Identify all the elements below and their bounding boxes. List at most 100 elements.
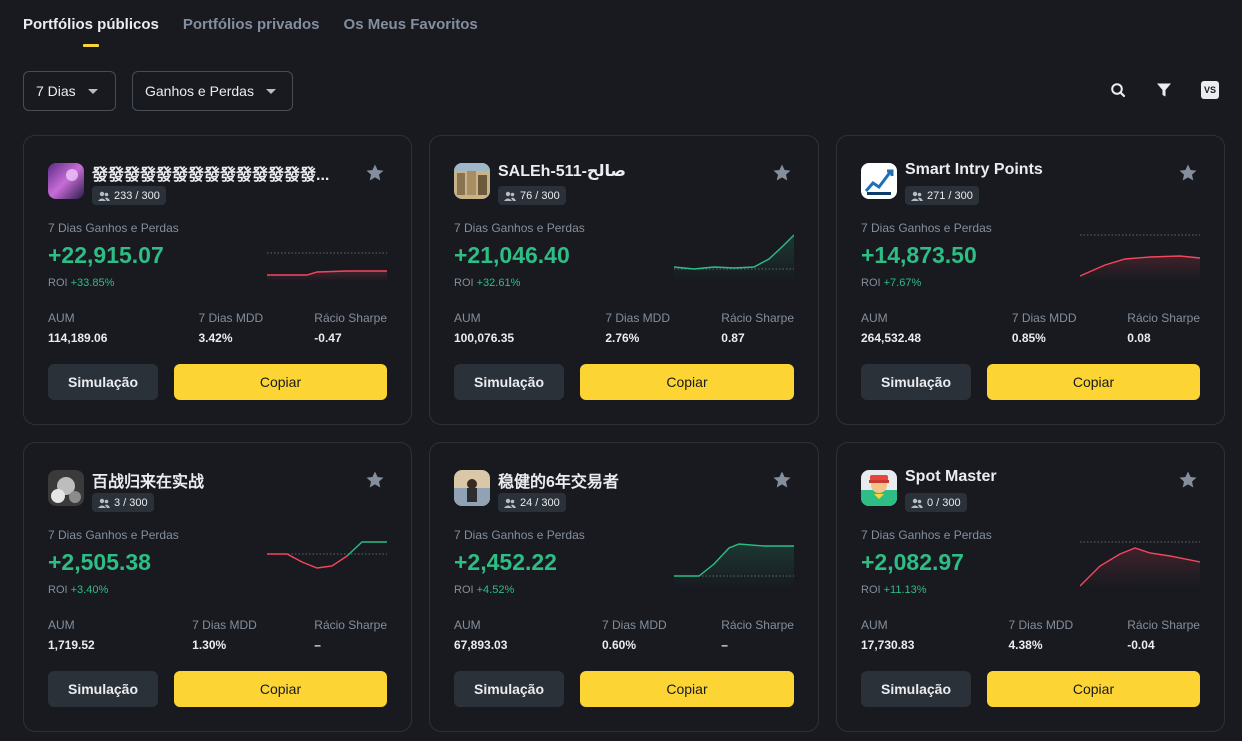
- trader-avatar[interactable]: [861, 470, 897, 506]
- portfolio-name[interactable]: 百战归来在实战: [92, 474, 205, 491]
- members-count: 271 / 300: [927, 189, 973, 202]
- aum-stat: AUM 114,189.06: [48, 311, 107, 345]
- sharpe-label: Rácio Sharpe: [314, 311, 387, 325]
- sharpe-value: –: [721, 638, 728, 652]
- favorite-star-icon[interactable]: [365, 163, 385, 183]
- favorite-star-icon[interactable]: [365, 470, 385, 490]
- sharpe-label: Rácio Sharpe: [1127, 618, 1200, 632]
- roi-row: ROI +32.61%: [454, 277, 520, 289]
- trader-avatar[interactable]: [454, 163, 490, 199]
- portfolio-name[interactable]: 稳健的6年交易者: [498, 474, 619, 491]
- favorite-star-icon[interactable]: [772, 163, 792, 183]
- aum-value: 100,076.35: [454, 331, 515, 345]
- period-dropdown[interactable]: 7 Dias: [23, 71, 116, 111]
- members-badge: 24 / 300: [498, 493, 566, 512]
- tab-favorites[interactable]: Os Meus Favoritos: [343, 16, 478, 33]
- mdd-label: 7 Dias MDD: [1008, 618, 1074, 632]
- roi-row: ROI +4.52%: [454, 584, 514, 596]
- mdd-value: 2.76%: [605, 331, 640, 345]
- tab-public-portfolios[interactable]: Portfólios públicos: [23, 16, 159, 47]
- trader-avatar[interactable]: [48, 163, 84, 199]
- users-icon: [98, 498, 110, 508]
- portfolio-card[interactable]: SALEh-511-صالح 76 / 300 7 Dias Ganhos e Pe…: [429, 135, 819, 425]
- simulate-button[interactable]: Simulação: [48, 671, 158, 707]
- simulate-button[interactable]: Simulação: [454, 364, 564, 400]
- portfolio-name[interactable]: Spot Master: [905, 468, 997, 485]
- portfolio-tabs: Portfólios públicos Portfólios privados …: [23, 16, 478, 47]
- roi-label: ROI: [454, 584, 474, 596]
- trader-avatar[interactable]: [48, 470, 84, 506]
- copy-button[interactable]: Copiar: [987, 364, 1200, 400]
- sharpe-label: Rácio Sharpe: [721, 618, 794, 632]
- members-count: 0 / 300: [927, 496, 961, 509]
- favorite-star-icon[interactable]: [772, 470, 792, 490]
- card-actions: Simulação Copiar: [48, 364, 387, 400]
- members-count: 3 / 300: [114, 496, 148, 509]
- simulate-button[interactable]: Simulação: [861, 671, 971, 707]
- trader-avatar[interactable]: [861, 163, 897, 199]
- stats-row: AUM 1,719.52 7 Dias MDD 1.30% Rácio Sharpe –: [48, 618, 387, 652]
- copy-button[interactable]: Copiar: [580, 364, 794, 400]
- simulate-button[interactable]: Simulação: [48, 364, 158, 400]
- compare-vs-icon[interactable]: VS: [1200, 80, 1220, 100]
- mdd-label: 7 Dias MDD: [605, 311, 671, 325]
- copy-button[interactable]: Copiar: [580, 671, 794, 707]
- aum-label: AUM: [48, 618, 75, 632]
- stats-row: AUM 114,189.06 7 Dias MDD 3.42% Rácio Sharpe…: [48, 311, 387, 345]
- copy-button[interactable]: Copiar: [174, 671, 387, 707]
- mdd-value: 0.85%: [1011, 331, 1046, 345]
- portfolio-card[interactable]: 百战归来在实战 3 / 300 7 Dias Ganhos e Perdas +2,5…: [23, 442, 412, 732]
- roi-label: ROI: [48, 584, 68, 596]
- users-icon: [504, 191, 516, 201]
- sharpe-stat: Rácio Sharpe 0.87: [721, 311, 794, 345]
- roi-label: ROI: [454, 277, 474, 289]
- portfolio-card[interactable]: Smart Intry Points 271 / 300 7 Dias Ganhos…: [836, 135, 1225, 425]
- card-actions: Simulação Copiar: [454, 671, 794, 707]
- aum-label: AUM: [861, 618, 888, 632]
- stats-row: AUM 17,730.83 7 Dias MDD 4.38% Rácio Sharpe -…: [861, 618, 1200, 652]
- pnl-sparkline-chart: [1079, 538, 1201, 588]
- pnl-sparkline-chart: [674, 538, 794, 588]
- simulate-button[interactable]: Simulação: [454, 671, 564, 707]
- roi-value: +4.52%: [476, 584, 515, 596]
- roi-label: ROI: [861, 584, 881, 596]
- chevron-down-icon: [87, 88, 98, 94]
- pnl-sparkline-chart: [1079, 231, 1201, 281]
- copy-button[interactable]: Copiar: [987, 671, 1200, 707]
- pnl-label: 7 Dias Ganhos e Perdas: [861, 528, 992, 542]
- users-icon: [98, 191, 110, 201]
- tab-private-portfolios[interactable]: Portfólios privados: [182, 16, 320, 33]
- mdd-label: 7 Dias MDD: [1011, 311, 1077, 325]
- mdd-label: 7 Dias MDD: [198, 311, 264, 325]
- sharpe-stat: Rácio Sharpe –: [721, 618, 794, 652]
- favorite-star-icon[interactable]: [1178, 163, 1198, 183]
- copy-button[interactable]: Copiar: [174, 364, 387, 400]
- portfolio-name[interactable]: 發發發發發發發發發發發發發發...: [92, 167, 330, 184]
- chevron-down-icon: [265, 88, 276, 94]
- pnl-label: 7 Dias Ganhos e Perdas: [48, 221, 179, 235]
- aum-label: AUM: [861, 311, 888, 325]
- sharpe-value: 0.08: [1127, 331, 1151, 345]
- portfolio-name[interactable]: SALEh-511-صالح: [498, 163, 626, 180]
- roi-label: ROI: [861, 277, 881, 289]
- roi-row: ROI +11.13%: [861, 584, 927, 596]
- aum-stat: AUM 17,730.83: [861, 618, 914, 652]
- members-badge: 3 / 300: [92, 493, 154, 512]
- sharpe-value: 0.87: [721, 331, 745, 345]
- portfolio-name[interactable]: Smart Intry Points: [905, 161, 1043, 178]
- aum-value: 17,730.83: [861, 638, 915, 652]
- portfolio-card[interactable]: Spot Master 0 / 300 7 Dias Ganhos e Perdas…: [836, 442, 1225, 732]
- filter-icon[interactable]: [1154, 80, 1174, 100]
- favorite-star-icon[interactable]: [1178, 470, 1198, 490]
- portfolio-card[interactable]: 發發發發發發發發發發發發發發... 233 / 300 7 Dias Ganhos …: [23, 135, 412, 425]
- search-icon[interactable]: [1108, 80, 1128, 100]
- members-badge: 233 / 300: [92, 186, 166, 205]
- simulate-button[interactable]: Simulação: [861, 364, 971, 400]
- portfolio-card[interactable]: 稳健的6年交易者 24 / 300 7 Dias Ganhos e Perdas +2…: [429, 442, 819, 732]
- roi-row: ROI +7.67%: [861, 277, 921, 289]
- mdd-stat: 7 Dias MDD 3.42%: [199, 311, 264, 345]
- trader-avatar[interactable]: [454, 470, 490, 506]
- mdd-stat: 7 Dias MDD 4.38%: [1008, 618, 1073, 652]
- sort-dropdown[interactable]: Ganhos e Perdas: [132, 71, 293, 111]
- stats-row: AUM 264,532.48 7 Dias MDD 0.85% Rácio Sharpe…: [861, 311, 1200, 345]
